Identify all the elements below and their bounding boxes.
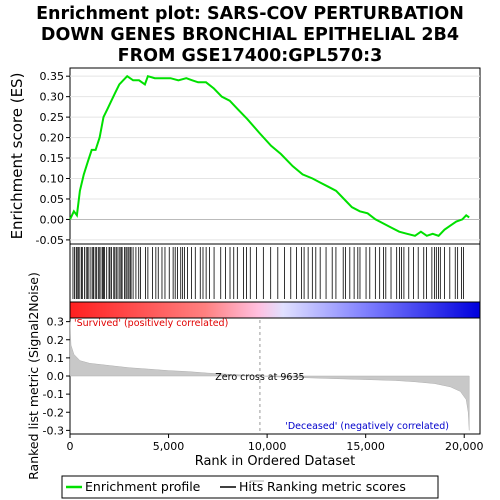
legend-label-enrichment: Enrichment profile: [85, 479, 201, 494]
heat-bar: [70, 302, 480, 318]
es-panel: 0.35 0.30 0.25 0.20 0.15 0.10 0.05 0.00 -0.05 En…: [8, 68, 480, 247]
x-tick-label: 5,000: [153, 440, 185, 453]
zero-cross-label: Zero cross at 9635: [215, 372, 304, 383]
title-line-3: FROM GSE17400:GPL570:3: [118, 46, 383, 66]
metric-tick-label: 0.3: [47, 316, 65, 329]
positive-correlation-label: 'Survived' (positively correlated): [74, 318, 228, 329]
es-y-ticks: 0.35 0.30 0.25 0.20 0.15 0.10 0.05 0.00 -0.05: [36, 70, 70, 247]
x-tick-label: 0: [67, 440, 74, 453]
es-tick-label: 0.35: [40, 70, 65, 83]
legend: Enrichment profile Hits Ranking metric s…: [62, 476, 438, 498]
metric-tick-label: -0.2: [43, 406, 64, 419]
metric-tick-label: 0.1: [47, 352, 65, 365]
es-tick-label: 0.20: [40, 132, 65, 145]
metric-tick-label: 0.2: [47, 334, 65, 347]
metric-y-axis-label: Ranked list metric (Signal2Noise): [26, 272, 41, 480]
x-tick-label: 10,000: [248, 440, 287, 453]
es-panel-frame: [70, 68, 480, 244]
x-tick-label: 15,000: [346, 440, 385, 453]
es-tick-label: 0.00: [40, 213, 65, 226]
x-axis-ticks: 0 5,000 10,000 15,000 20,000: [67, 434, 484, 453]
es-tick-label: 0.25: [40, 111, 65, 124]
es-tick-label: 0.10: [40, 173, 65, 186]
legend-label-ranking: Ranking metric scores: [267, 479, 406, 494]
title-line-2: DOWN GENES BRONCHIAL EPITHELIAL 2B4: [41, 25, 459, 45]
title-line-1: Enrichment plot: SARS-COV PERTURBATION: [36, 4, 464, 24]
metric-tick-label: -0.1: [43, 388, 64, 401]
es-tick-label: 0.15: [40, 152, 65, 165]
es-y-axis-label: Enrichment score (ES): [8, 73, 26, 240]
negative-correlation-label: 'Deceased' (negatively correlated): [285, 421, 449, 432]
es-tick-label: 0.05: [40, 193, 65, 206]
metric-tick-label: 0.0: [47, 370, 65, 383]
metric-tick-label: -0.3: [43, 424, 64, 437]
heat-bar-gradient: [70, 302, 480, 318]
x-axis-label: Rank in Ordered Dataset: [195, 454, 356, 469]
x-tick-label: 20,000: [445, 440, 484, 453]
hits-panel: [70, 244, 480, 302]
es-tick-label: 0.30: [40, 91, 65, 104]
metric-y-ticks: 0.3 0.2 0.1 0.0 -0.1 -0.2 -0.3: [43, 316, 70, 438]
es-tick-label: -0.05: [36, 234, 64, 247]
